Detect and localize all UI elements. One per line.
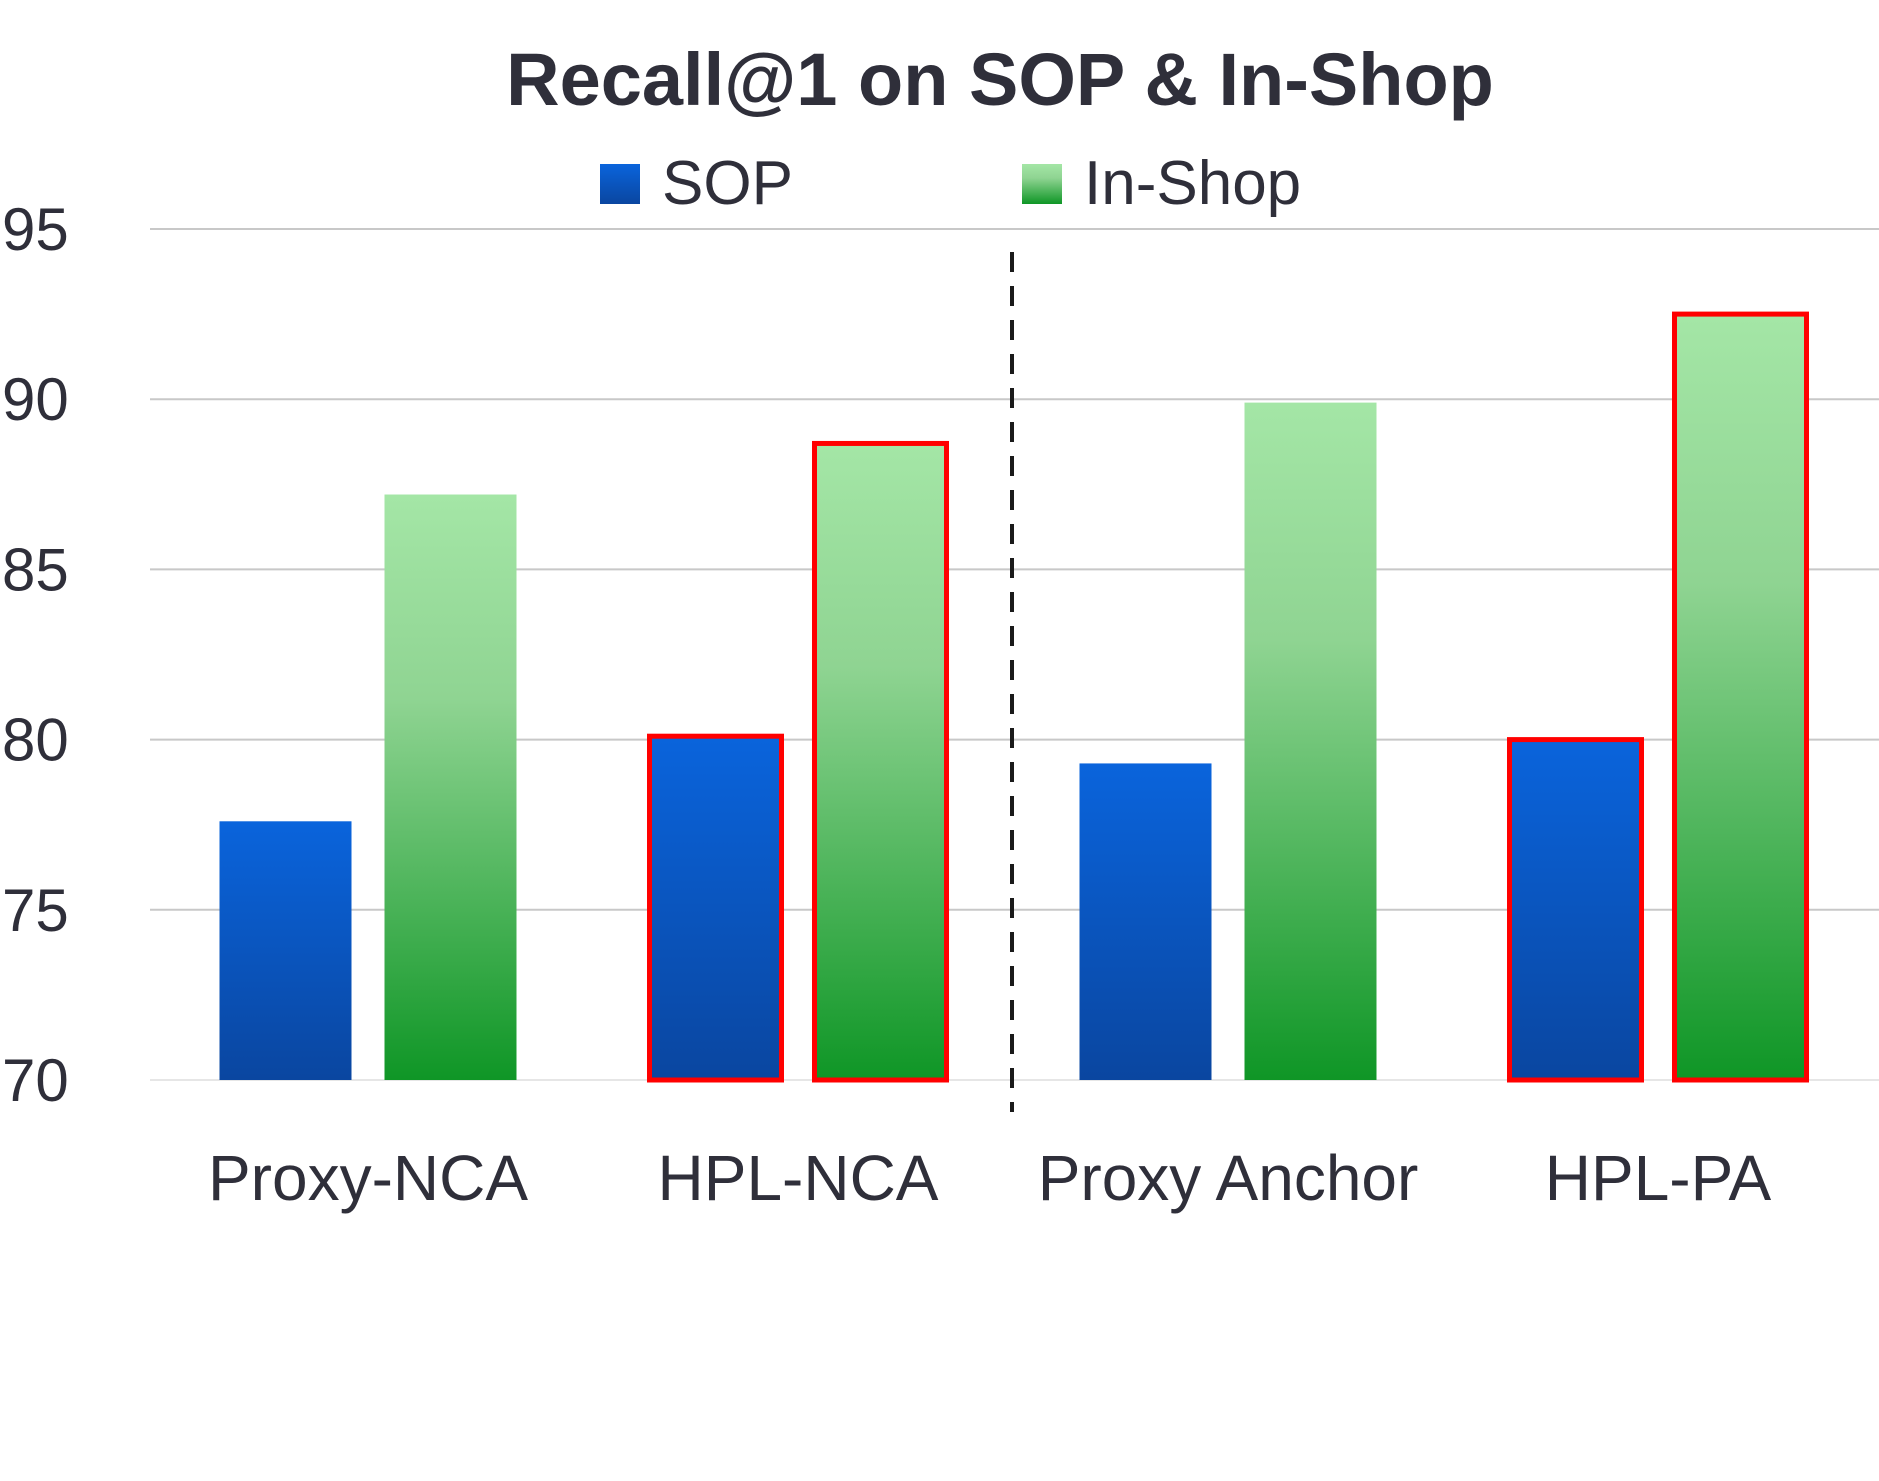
y-tick-label: 75 — [2, 877, 69, 944]
category-label: HPL-NCA — [658, 1142, 939, 1214]
legend-label-sop: SOP — [662, 149, 793, 218]
y-tick-label: 90 — [2, 366, 69, 433]
bar-sop-hpl-pa — [1507, 737, 1644, 1083]
y-tick-label: 95 — [2, 196, 69, 263]
bars — [219, 311, 1809, 1083]
legend: SOP In-Shop — [600, 149, 1301, 218]
bar-inshop-hpl-nca — [812, 440, 949, 1083]
bar-sop-hpl-nca — [647, 733, 784, 1083]
category-label: HPL-PA — [1545, 1142, 1772, 1214]
y-tick-label: 85 — [2, 536, 69, 603]
bar-sop-proxy-anchor — [1079, 763, 1212, 1080]
category-label: Proxy Anchor — [1038, 1142, 1419, 1214]
y-tick-label: 80 — [2, 707, 69, 774]
legend-label-inshop: In-Shop — [1084, 149, 1301, 218]
legend-swatch-inshop — [1022, 164, 1062, 204]
y-axis-ticks: 70 75 80 85 90 95 — [2, 196, 69, 1114]
legend-swatch-sop — [600, 164, 640, 204]
bar-inshop-proxy-anchor — [1244, 402, 1377, 1080]
category-label: Proxy-NCA — [208, 1142, 528, 1214]
x-axis-categories: Proxy-NCA HPL-NCA Proxy Anchor HPL-PA — [208, 1142, 1772, 1214]
bar-inshop-proxy-nca — [384, 494, 517, 1081]
bar-inshop-hpl-pa — [1672, 311, 1809, 1083]
y-tick-label: 70 — [2, 1047, 69, 1114]
bar-sop-proxy-nca — [219, 821, 352, 1080]
chart-title: Recall@1 on SOP & In-Shop — [506, 38, 1494, 121]
